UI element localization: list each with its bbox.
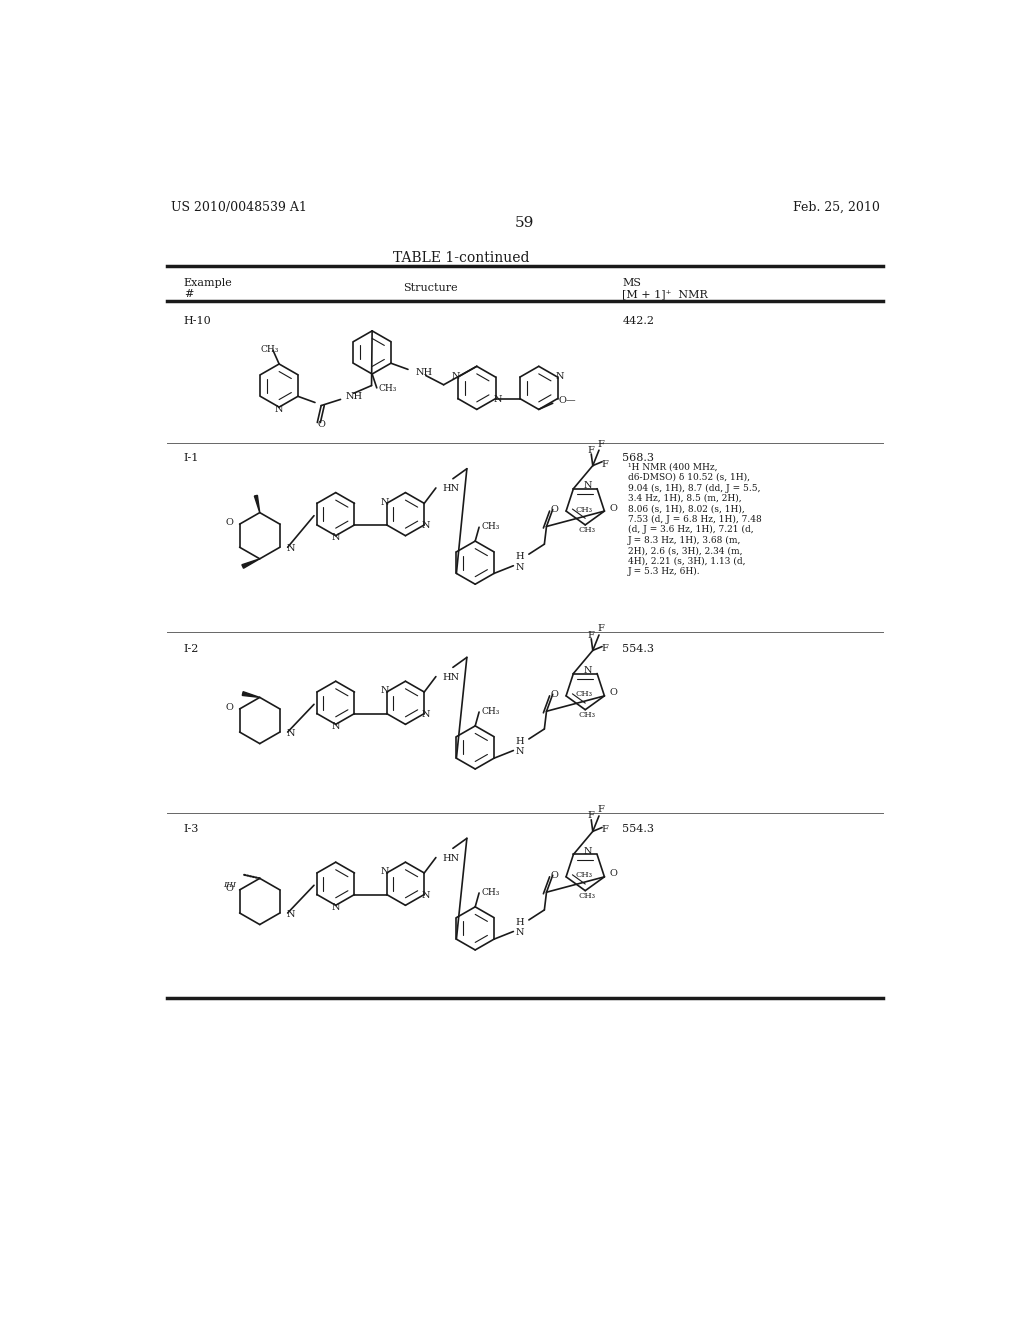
Text: NH: NH	[416, 368, 433, 378]
Text: O: O	[550, 689, 558, 698]
Text: #: #	[183, 289, 194, 300]
Text: NH: NH	[346, 392, 364, 401]
Text: CH₃: CH₃	[579, 527, 595, 535]
Text: N: N	[381, 498, 389, 507]
Text: CH₃: CH₃	[261, 345, 279, 354]
Text: O: O	[609, 870, 616, 878]
Text: O: O	[550, 506, 558, 513]
Text: N: N	[494, 395, 502, 404]
Text: N: N	[452, 371, 461, 380]
Text: N: N	[332, 722, 340, 731]
Text: CH₃: CH₃	[575, 690, 593, 698]
Text: I-2: I-2	[183, 644, 200, 653]
Polygon shape	[242, 558, 260, 568]
Text: ¹H NMR (400 MHz,
d6-DMSO) δ 10.52 (s, 1H),
9.04 (s, 1H), 8.7 (dd, J = 5.5,
3.4 H: ¹H NMR (400 MHz, d6-DMSO) δ 10.52 (s, 1H…	[628, 462, 762, 577]
Text: O—: O—	[559, 396, 577, 405]
Text: HN: HN	[442, 484, 459, 494]
Text: F: F	[588, 631, 595, 639]
Text: CH₃: CH₃	[481, 521, 500, 531]
Text: O: O	[317, 420, 325, 429]
Text: N: N	[422, 521, 430, 531]
Text: N: N	[422, 710, 430, 719]
Text: N: N	[332, 903, 340, 912]
Text: HN: HN	[442, 854, 459, 863]
Text: F: F	[597, 805, 604, 814]
Text: CH₃: CH₃	[579, 711, 595, 719]
Text: N: N	[381, 867, 389, 876]
Text: HN: HN	[442, 673, 459, 681]
Text: F: F	[597, 624, 604, 634]
Text: I-3: I-3	[183, 825, 200, 834]
Text: N: N	[286, 909, 295, 919]
Text: CH₃: CH₃	[481, 706, 500, 715]
Text: CH₃: CH₃	[378, 384, 396, 393]
Text: N: N	[422, 891, 430, 900]
Text: Example: Example	[183, 277, 232, 288]
Text: N: N	[584, 480, 593, 490]
Text: 554.3: 554.3	[623, 825, 654, 834]
Text: F: F	[588, 446, 595, 454]
Text: TABLE 1-continued: TABLE 1-continued	[393, 251, 529, 265]
Text: N: N	[584, 665, 593, 675]
Polygon shape	[243, 692, 260, 697]
Text: N: N	[584, 847, 593, 855]
Text: N: N	[332, 533, 340, 543]
Text: 568.3: 568.3	[623, 453, 654, 463]
Text: N: N	[286, 729, 295, 738]
Text: F: F	[588, 812, 595, 821]
Text: CH₃: CH₃	[579, 892, 595, 900]
Text: F: F	[601, 459, 608, 469]
Text: F: F	[601, 644, 608, 653]
Polygon shape	[254, 495, 260, 512]
Text: O: O	[225, 704, 233, 711]
Text: Feb. 25, 2010: Feb. 25, 2010	[793, 201, 880, 214]
Text: CH₃: CH₃	[575, 506, 593, 513]
Text: 442.2: 442.2	[623, 317, 654, 326]
Text: F: F	[597, 440, 604, 449]
Text: H
N: H N	[515, 552, 524, 572]
Text: O: O	[225, 884, 233, 892]
Text: N: N	[381, 686, 389, 696]
Text: O: O	[550, 871, 558, 879]
Text: N: N	[555, 371, 563, 380]
Text: N: N	[274, 405, 284, 413]
Text: IIII: IIII	[223, 880, 237, 888]
Text: CH₃: CH₃	[575, 871, 593, 879]
Text: H-10: H-10	[183, 317, 212, 326]
Text: F: F	[601, 825, 608, 834]
Text: US 2010/0048539 A1: US 2010/0048539 A1	[171, 201, 306, 214]
Text: H
N: H N	[515, 917, 524, 937]
Text: CH₃: CH₃	[481, 887, 500, 896]
Text: O: O	[609, 688, 616, 697]
Text: [M + 1]⁺  NMR: [M + 1]⁺ NMR	[623, 289, 709, 300]
Text: 554.3: 554.3	[623, 644, 654, 653]
Text: O: O	[609, 503, 616, 512]
Text: MS: MS	[623, 277, 641, 288]
Text: I-1: I-1	[183, 453, 200, 463]
Text: H
N: H N	[515, 737, 524, 756]
Text: Structure: Structure	[402, 284, 458, 293]
Text: N: N	[286, 544, 295, 553]
Text: O: O	[225, 519, 233, 527]
Text: 59: 59	[515, 216, 535, 230]
